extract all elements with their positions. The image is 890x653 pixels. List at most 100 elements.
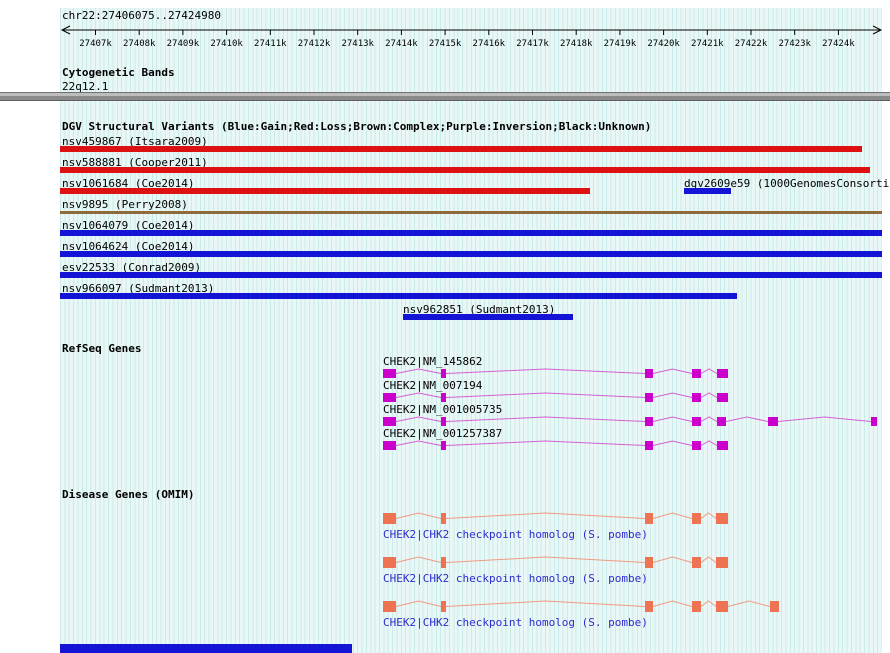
ruler-tick-label: 27412k	[298, 39, 331, 49]
variant-bar-nsv459867[interactable]	[60, 146, 862, 152]
variant-label-dgv2609e59: dgv2609e59 (1000GenomesConsortiumP	[684, 177, 890, 190]
section-heading-refseq-genes: RefSeq Genes	[62, 342, 142, 355]
variant-bar-nsv9895[interactable]	[60, 211, 882, 214]
omim-gene-glyph[interactable]	[0, 556, 890, 570]
refseq-gene-glyph[interactable]	[0, 440, 890, 452]
variant-label-nsv588881: nsv588881 (Cooper2011)	[62, 156, 208, 169]
region-coordinates: chr22:27406075..27424980	[62, 9, 221, 22]
ruler-tick-label: 27422k	[735, 39, 768, 49]
refseq-exon	[692, 369, 701, 378]
position-grid	[60, 8, 882, 653]
omim-exon	[716, 557, 728, 568]
refseq-exon	[441, 417, 446, 426]
omim-gene-glyph[interactable]	[0, 512, 890, 526]
omim-exon	[692, 513, 701, 524]
refseq-exon	[768, 417, 778, 426]
variant-bar-nsv962851[interactable]	[403, 314, 573, 320]
omim-exon	[383, 513, 396, 524]
refseq-gene-label: CHEK2|NM_145862	[383, 355, 483, 368]
clipped-feature-bar[interactable]	[60, 644, 352, 653]
refseq-exon	[383, 441, 396, 450]
ruler-tick-label: 27424k	[822, 39, 855, 49]
variant-label-nsv1061684: nsv1061684 (Coe2014)	[62, 177, 195, 190]
omim-exon	[716, 513, 728, 524]
refseq-exon	[692, 441, 701, 450]
refseq-exon	[645, 417, 653, 426]
omim-exon	[645, 601, 653, 612]
variant-bar-dgv2609e59[interactable]	[684, 188, 731, 194]
refseq-gene-glyph[interactable]	[0, 368, 890, 380]
refseq-exon	[383, 393, 396, 402]
omim-exon	[383, 557, 396, 568]
ruler-tick-label: 27407k	[79, 39, 112, 49]
refseq-exon	[441, 369, 446, 378]
refseq-intron-line	[395, 416, 872, 422]
refseq-exon	[383, 369, 396, 378]
refseq-exon	[441, 441, 446, 450]
variant-label-nsv1064079: nsv1064079 (Coe2014)	[62, 219, 195, 232]
omim-exon	[770, 601, 779, 612]
variant-label-nsv1064624: nsv1064624 (Coe2014)	[62, 240, 195, 253]
variant-label-nsv459867: nsv459867 (Itsara2009)	[62, 135, 208, 148]
refseq-exon	[717, 417, 726, 426]
refseq-gene-glyph[interactable]	[0, 416, 890, 428]
ruler-left-arrow-icon	[60, 25, 71, 35]
refseq-exon	[717, 393, 728, 402]
omim-exon	[716, 601, 728, 612]
variant-bar-nsv1061684[interactable]	[60, 188, 590, 194]
refseq-exon	[717, 441, 728, 450]
ruler-tick-label: 27419k	[604, 39, 637, 49]
ruler-tick-label: 27417k	[516, 39, 549, 49]
omim-exon	[441, 513, 446, 524]
omim-gene-glyph[interactable]	[0, 600, 890, 614]
refseq-intron-line	[395, 440, 718, 446]
refseq-exon	[717, 369, 728, 378]
refseq-exon	[441, 393, 446, 402]
omim-intron-line	[395, 556, 717, 563]
variant-label-esv22533: esv22533 (Conrad2009)	[62, 261, 202, 274]
omim-intron-line	[395, 512, 717, 519]
cytoband-name: 22q12.1	[62, 80, 109, 93]
omim-gene-label: CHEK2|CHK2 checkpoint homolog (S. pombe)	[383, 528, 648, 541]
omim-exon	[692, 557, 701, 568]
refseq-gene-label: CHEK2|NM_001005735	[383, 403, 503, 416]
refseq-intron-line	[395, 368, 718, 374]
refseq-gene-label: CHEK2|NM_007194	[383, 379, 483, 392]
section-heading-disease-genes-omim: Disease Genes (OMIM)	[62, 488, 195, 501]
refseq-exon	[383, 417, 396, 426]
variant-bar-nsv966097[interactable]	[60, 293, 737, 299]
variant-bar-nsv588881[interactable]	[60, 167, 870, 173]
omim-gene-label: CHEK2|CHK2 checkpoint homolog (S. pombe)	[383, 572, 648, 585]
omim-exon	[645, 513, 653, 524]
ruler-tick-label: 27410k	[210, 39, 243, 49]
coordinate-ruler[interactable]: 27407k 27408k 27409k 27410k 27411k 27412k 2741…	[0, 0, 890, 55]
refseq-exon	[871, 417, 877, 426]
variant-bar-nsv1064079[interactable]	[60, 230, 882, 236]
ruler-tick-label: 27408k	[123, 39, 156, 49]
omim-exon	[441, 601, 446, 612]
ruler-tick-label: 27416k	[473, 39, 506, 49]
cytoband-bar[interactable]	[0, 92, 890, 101]
variant-label-nsv966097: nsv966097 (Sudmant2013)	[62, 282, 215, 295]
refseq-exon	[645, 441, 653, 450]
variant-label-nsv9895: nsv9895 (Perry2008)	[62, 198, 188, 211]
refseq-exon	[645, 393, 653, 402]
ruler-right-arrow-icon	[872, 25, 883, 35]
ruler-tick-label: 27423k	[778, 39, 811, 49]
ruler-tick-label: 27409k	[167, 39, 200, 49]
omim-exon	[645, 557, 653, 568]
ruler-tick-label: 27421k	[691, 39, 724, 49]
variant-bar-nsv1064624[interactable]	[60, 251, 882, 257]
section-heading-cytogenetic-bands: Cytogenetic Bands	[62, 66, 175, 79]
omim-exon	[383, 601, 396, 612]
omim-exon	[692, 601, 701, 612]
ruler-tick-label: 27420k	[647, 39, 680, 49]
variant-bar-esv22533[interactable]	[60, 272, 882, 278]
section-heading-dgv-structural-variants: DGV Structural Variants (Blue:Gain;Red:L…	[62, 120, 652, 133]
ruler-tick-label: 27415k	[429, 39, 462, 49]
omim-intron-line	[395, 600, 771, 607]
ruler-tick-label: 27411k	[254, 39, 287, 49]
refseq-gene-glyph[interactable]	[0, 392, 890, 404]
omim-gene-label: CHEK2|CHK2 checkpoint homolog (S. pombe)	[383, 616, 648, 629]
